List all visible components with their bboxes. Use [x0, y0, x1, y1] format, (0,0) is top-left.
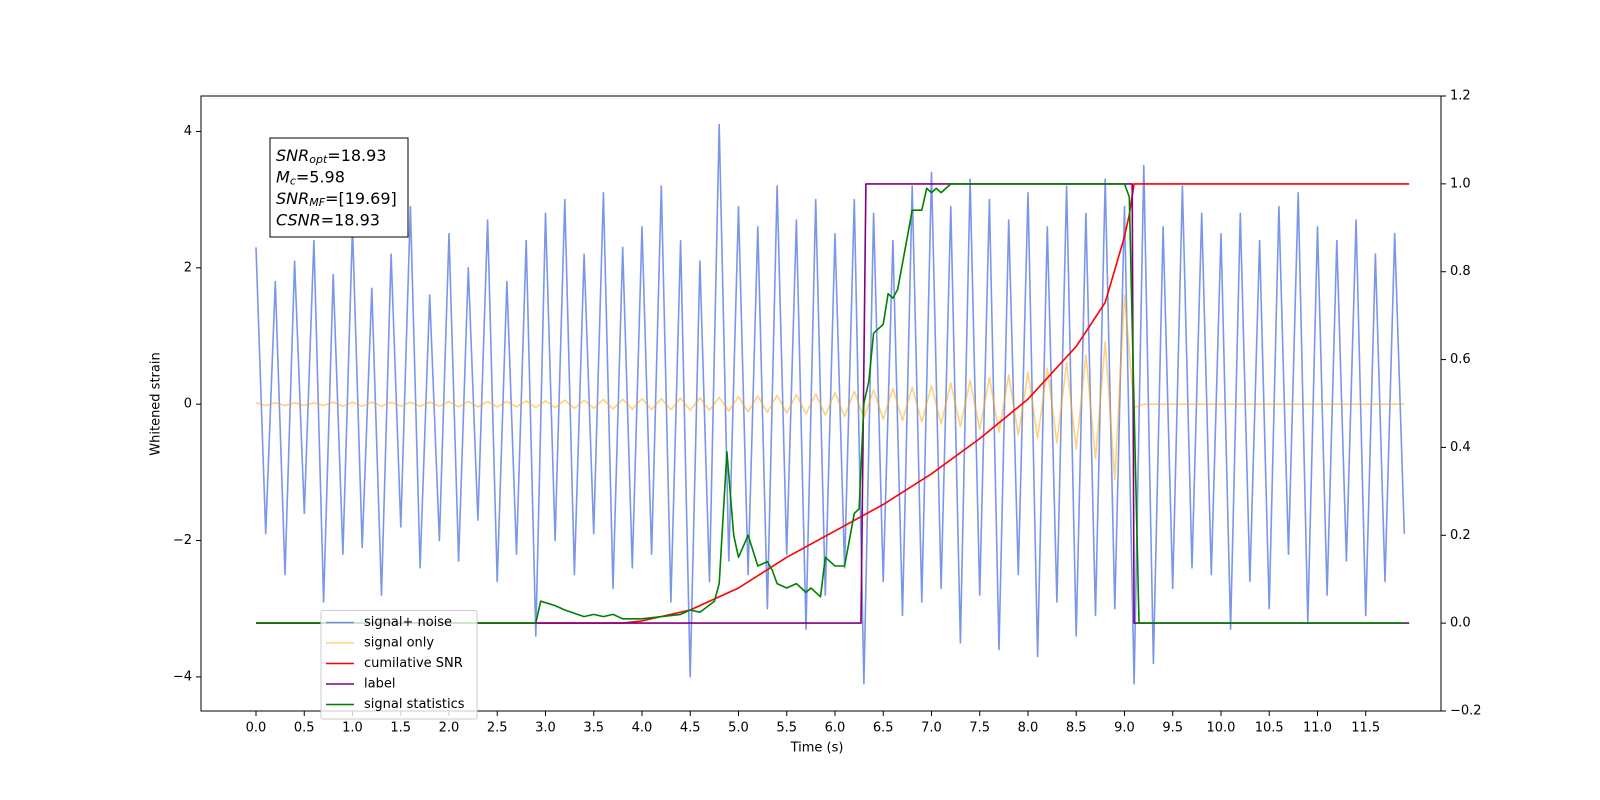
x-tick-label: 3.5	[583, 721, 604, 736]
annotation-base: M	[276, 167, 290, 186]
y-tick-label: −4	[173, 669, 192, 684]
annotation-box	[269, 137, 409, 238]
y2-tick-label: 0.2	[1450, 528, 1471, 543]
x-tick-label: 4.0	[632, 721, 653, 736]
x-tick-label: 9.0	[1114, 721, 1135, 736]
series-line	[256, 183, 1410, 624]
x-tick-label: 0.0	[246, 721, 267, 736]
y2-tick-label: 0.0	[1450, 616, 1471, 631]
axes-frame	[200, 95, 1442, 712]
annotation-rest: =18.93	[327, 146, 386, 165]
x-tick-label: 3.0	[535, 721, 556, 736]
annotation-base: CSNR	[276, 210, 321, 229]
y2-tick-label: 0.8	[1450, 264, 1471, 279]
annotation-base: SNR	[276, 146, 309, 165]
annotation-sub: c	[290, 175, 296, 188]
annotation: CSNR=18.93	[276, 210, 380, 229]
x-tick-label: 2.5	[487, 721, 508, 736]
x-tick-label: 2.0	[439, 721, 460, 736]
y-axis-label: Whitened strain	[149, 352, 164, 455]
legend-label: cumilative SNR	[364, 656, 463, 671]
annotation-rest: =5.98	[296, 167, 345, 186]
x-tick-label: 0.5	[294, 721, 315, 736]
x-tick-label: 8.0	[1018, 721, 1039, 736]
x-tick-label: 5.0	[728, 721, 749, 736]
y-tick-label: 2	[184, 260, 192, 275]
series-line	[255, 123, 1406, 685]
x-tick-label: 9.5	[1162, 721, 1183, 736]
legend-label: signal statistics	[364, 697, 465, 712]
x-tick-label: 4.5	[680, 721, 701, 736]
y2-tick-label: 0.4	[1450, 440, 1471, 455]
series-line	[256, 183, 1405, 624]
annotation: Mc=5.98	[276, 167, 345, 188]
x-tick-label: 8.5	[1066, 721, 1087, 736]
y-tick-label: −2	[173, 533, 192, 548]
y2-tick-label: −0.2	[1450, 704, 1482, 719]
y-tick-label: 4	[184, 124, 192, 139]
x-tick-label: 6.0	[825, 721, 846, 736]
x-tick-label: 7.0	[921, 721, 942, 736]
x-tick-label: 5.5	[776, 721, 797, 736]
annotation-sub: MF	[309, 196, 325, 209]
x-tick-label: 6.5	[873, 721, 894, 736]
annotation-sub: opt	[309, 153, 328, 166]
annotation: SNRopt=18.93	[276, 146, 387, 167]
x-tick-label: 11.5	[1351, 721, 1380, 736]
y-tick-label: 0	[184, 397, 192, 412]
legend-label: signal+ noise	[364, 615, 452, 630]
legend-box	[320, 610, 478, 720]
x-tick-label: 1.0	[342, 721, 363, 736]
legend-label: signal only	[364, 636, 434, 651]
x-axis-label: Time (s)	[790, 741, 844, 756]
x-tick-label: 1.5	[390, 721, 411, 736]
annotation-rest: =[19.69]	[325, 189, 397, 208]
y2-tick-label: 1.0	[1450, 176, 1471, 191]
legend-label: label	[364, 677, 395, 692]
annotation-base: SNR	[276, 189, 309, 208]
series-line	[255, 294, 1405, 480]
annotation: SNRMF=[19.69]	[276, 189, 397, 210]
x-tick-label: 7.5	[969, 721, 990, 736]
annotation-rest: =18.93	[321, 210, 380, 229]
y2-tick-label: 0.6	[1450, 352, 1471, 367]
x-tick-label: 10.5	[1255, 721, 1284, 736]
x-tick-label: 11.0	[1303, 721, 1332, 736]
y2-tick-label: 1.2	[1450, 89, 1471, 104]
x-tick-label: 10.0	[1207, 721, 1236, 736]
